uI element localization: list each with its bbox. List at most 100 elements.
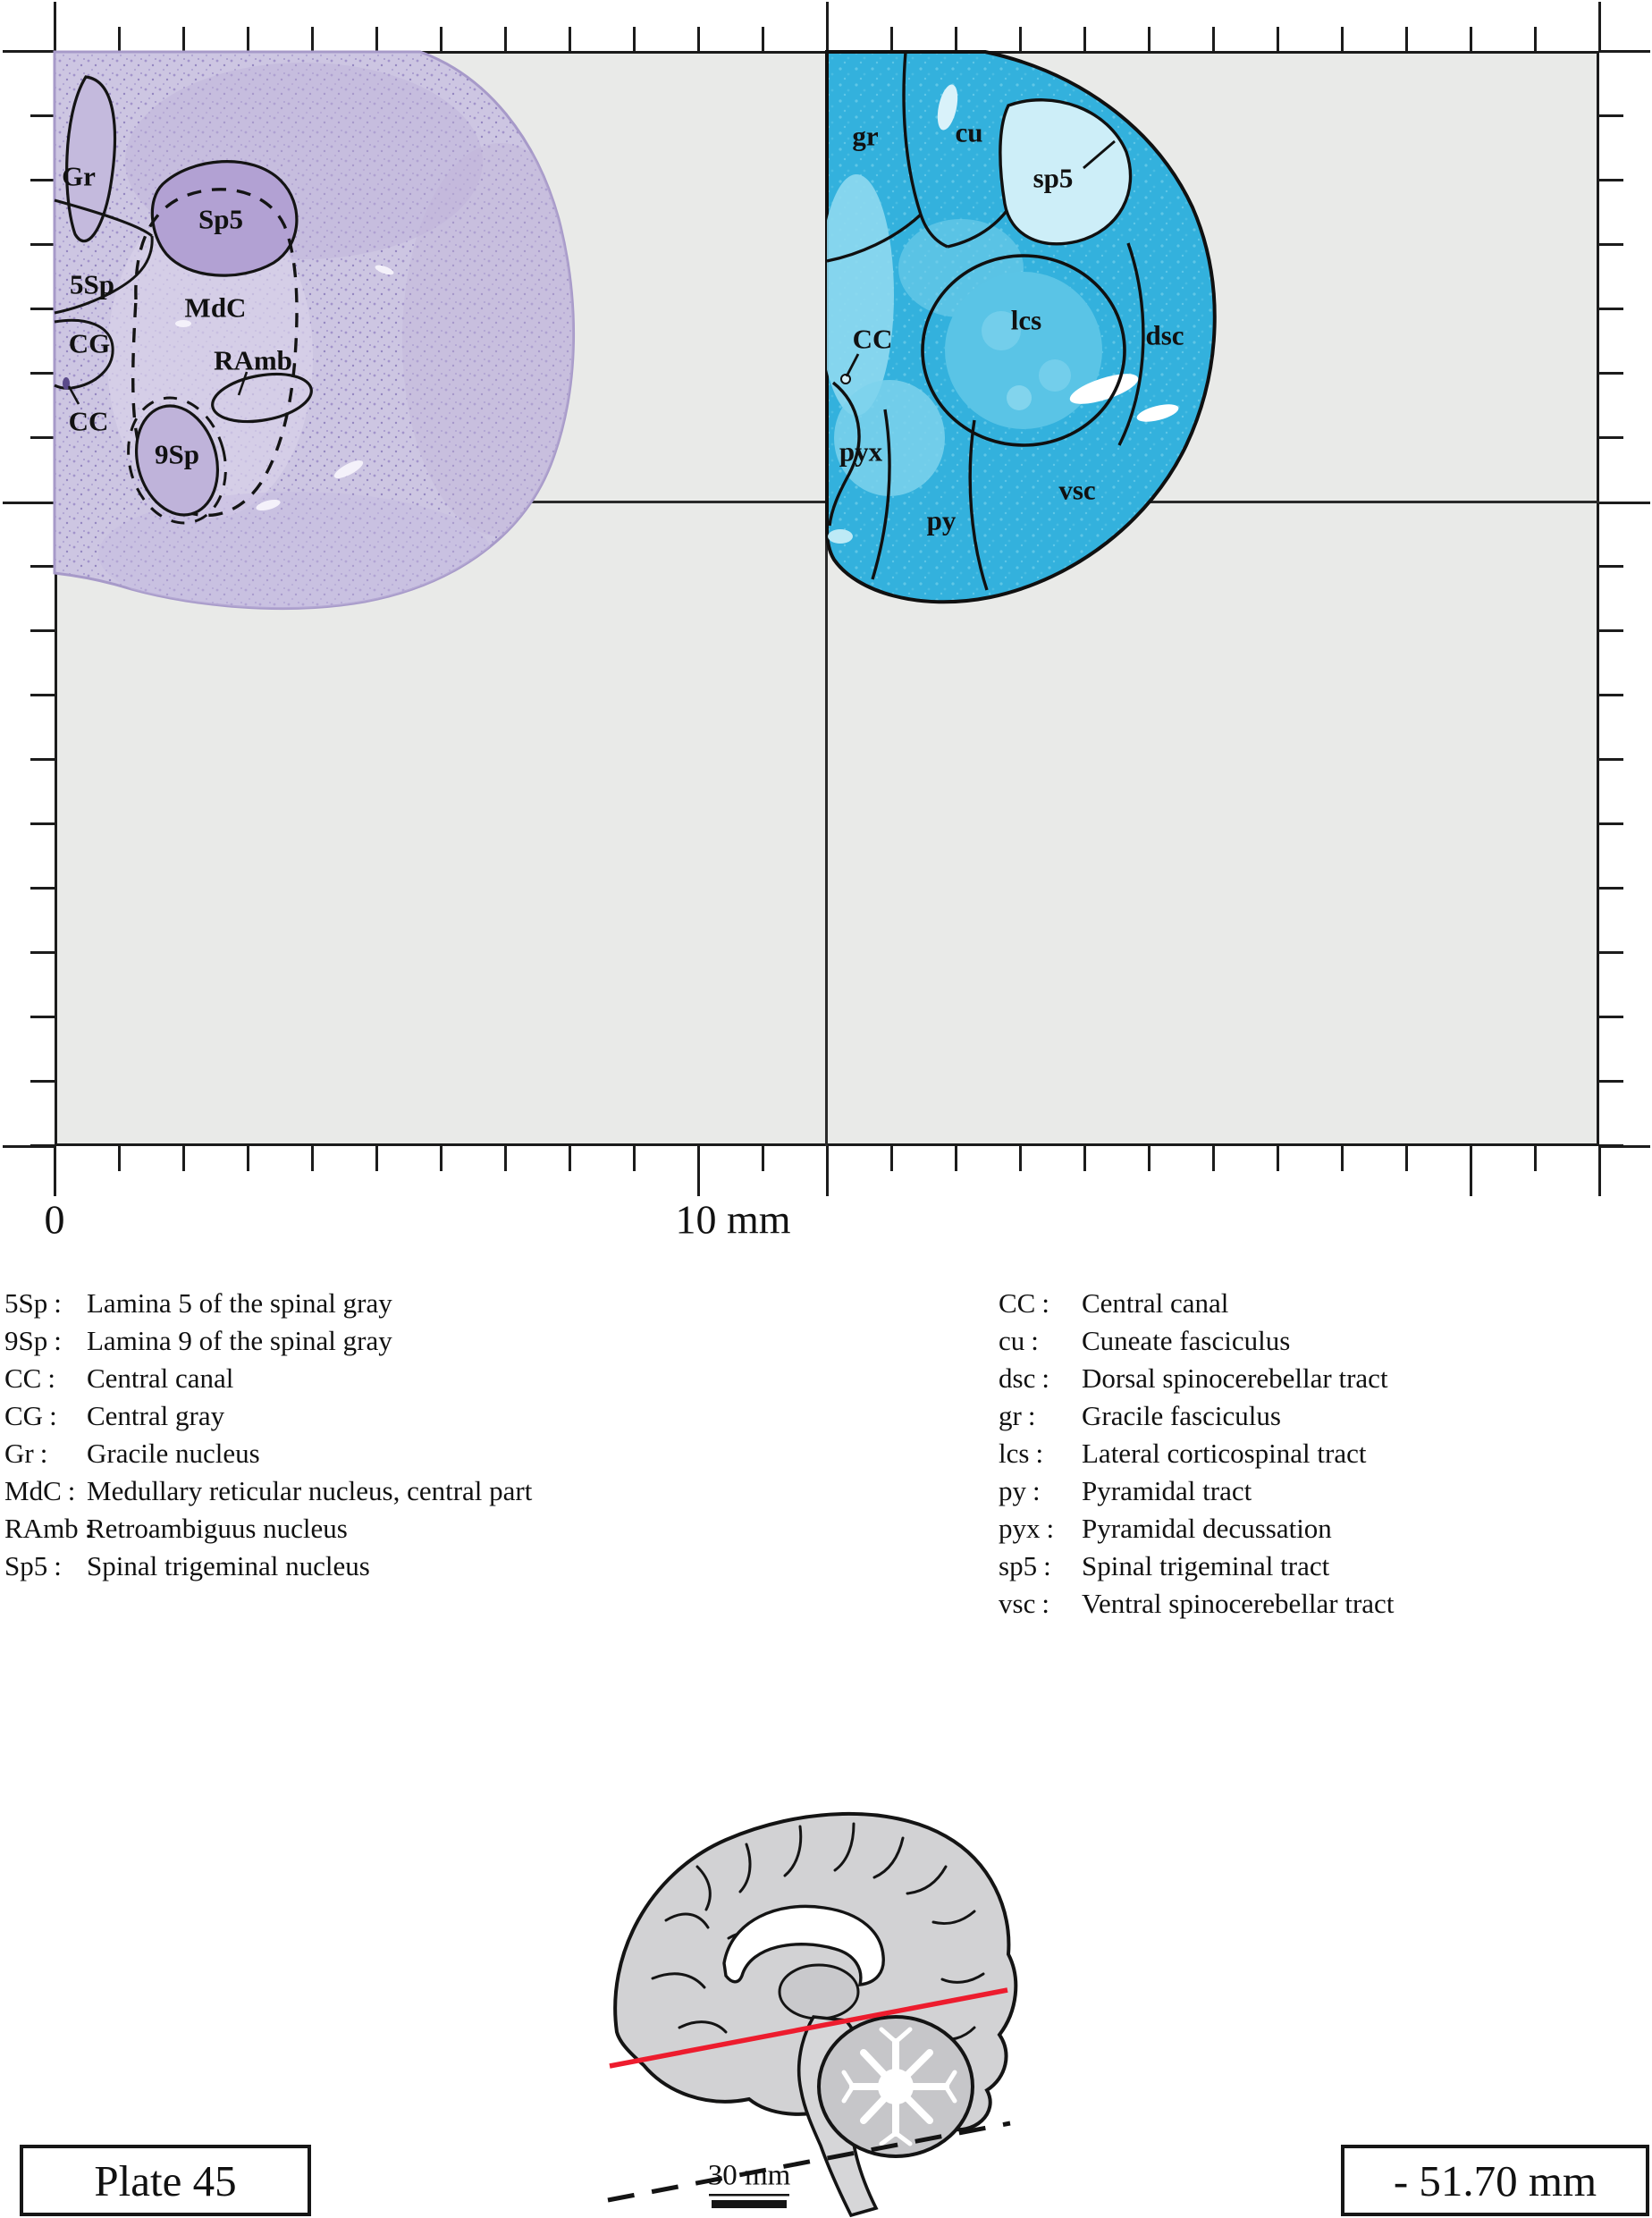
legend-row: Sp5: Spinal trigeminal nucleus — [4, 1548, 532, 1585]
legend-row: sp5: Spinal trigeminal tract — [999, 1548, 1394, 1585]
legend-desc: Dorsal spinocerebellar tract — [1082, 1362, 1388, 1394]
legend-colon: : — [49, 1400, 57, 1431]
legend-abbr: 5Sp — [4, 1287, 48, 1319]
legend-abbr: pyx — [999, 1513, 1041, 1544]
gr-cu-divider — [902, 51, 948, 249]
legend-abbr: cu — [999, 1325, 1025, 1356]
cc-leader-line — [67, 385, 80, 405]
legend-desc: Ventral spinocerebellar tract — [1082, 1588, 1395, 1619]
label-pyx: pyx — [839, 435, 883, 468]
legend-colon: : — [1032, 1475, 1041, 1506]
legend-abbr: MdC — [4, 1475, 62, 1506]
legend-right-column: CC: Central canal cu: Cuneate fasciculus dsc… — [999, 1285, 1394, 1623]
legend-abbr: dsc — [999, 1362, 1036, 1394]
label-cu: cu — [955, 116, 983, 148]
legend-desc: Lamina 9 of the spinal gray — [87, 1325, 392, 1356]
section-plane-line — [609, 1987, 1008, 2069]
sp5-nucleus-outline — [150, 160, 299, 277]
label-central-gray: CG — [68, 327, 111, 359]
label-lcs: lcs — [1010, 304, 1042, 336]
legend-colon: : — [54, 1325, 62, 1356]
py-left-border — [871, 409, 891, 580]
lcs-outline — [921, 254, 1126, 447]
central-gray-outline — [54, 318, 114, 390]
inset-scale-label: 30 mm — [707, 2159, 791, 2192]
gr-nucleus-outline — [65, 75, 117, 243]
cc-myelin-leader-line — [845, 353, 860, 377]
pyx-border — [828, 381, 861, 527]
legend-desc: Central canal — [1082, 1287, 1229, 1319]
legend-colon: : — [1046, 1513, 1055, 1544]
legend-row: vsc: Ventral spinocerebellar tract — [999, 1585, 1394, 1623]
inset-scale-bar — [712, 2200, 787, 2208]
legend-abbr: vsc — [999, 1588, 1036, 1619]
legend-desc: Spinal trigeminal nucleus — [87, 1550, 370, 1581]
legend-desc: Medullary reticular nucleus, central par… — [87, 1475, 533, 1506]
legend-row: MdC: Medullary reticular nucleus, central… — [4, 1472, 532, 1510]
legend-colon: : — [47, 1362, 55, 1394]
legend-desc: Gracile nucleus — [87, 1438, 260, 1469]
legend-row: RAmb: Retroambiguus nucleus — [4, 1510, 532, 1548]
legend-abbr: lcs — [999, 1438, 1030, 1469]
legend-desc: Central canal — [87, 1362, 234, 1394]
legend-colon: : — [1041, 1588, 1049, 1619]
arbor-vitae-twigs — [841, 2027, 957, 2146]
mdc-dashed-outline — [131, 188, 299, 518]
legend-desc: Pyramidal decussation — [1082, 1513, 1332, 1544]
label-gr-nucleus: Gr — [62, 160, 96, 192]
lamina9-dashed-outline — [127, 396, 227, 525]
legend-abbr: CG — [4, 1400, 44, 1431]
legend-row: pyx: Pyramidal decussation — [999, 1510, 1394, 1548]
legend-colon: : — [1043, 1550, 1051, 1581]
ramb-leader-line — [237, 371, 249, 396]
legend-row: lcs: Lateral corticospinal tract — [999, 1435, 1394, 1472]
lamina9-outline — [134, 404, 220, 517]
corpus-callosum — [722, 1904, 885, 1986]
legend-colon: : — [84, 1513, 93, 1544]
thalamus — [778, 1963, 860, 2020]
legend-row: gr: Gracile fasciculus — [999, 1397, 1394, 1435]
legend-desc: Retroambiguus nucleus — [87, 1513, 348, 1544]
dsc-border — [1117, 242, 1145, 446]
sp5-tract-outline — [999, 98, 1133, 246]
x-axis-ten-label: 10 mm — [675, 1196, 791, 1243]
legend-row: 9Sp: Lamina 9 of the spinal gray — [4, 1322, 532, 1360]
sections-drawing — [53, 50, 1217, 611]
legend-colon: : — [54, 1287, 62, 1319]
legend-desc: Gracile fasciculus — [1082, 1400, 1281, 1431]
myelin-section — [825, 50, 1217, 604]
legend-colon: : — [1027, 1400, 1036, 1431]
py-right-border — [968, 419, 989, 591]
arbor-vitae — [849, 2038, 949, 2137]
legend-desc: Spinal trigeminal tract — [1082, 1550, 1330, 1581]
coordinate-box: - 51.70 mm — [1341, 2145, 1649, 2216]
ramb-outline — [211, 372, 313, 424]
legend-colon: : — [1041, 1287, 1049, 1319]
legend-colon: : — [67, 1475, 76, 1506]
legend-row: dsc: Dorsal spinocerebellar tract — [999, 1360, 1394, 1397]
legend-desc: Lateral corticospinal tract — [1082, 1438, 1367, 1469]
legend-desc: Central gray — [87, 1400, 225, 1431]
legend-row: py: Pyramidal tract — [999, 1472, 1394, 1510]
label-ramb: RAmb — [214, 344, 292, 376]
legend-desc: Pyramidal tract — [1082, 1475, 1252, 1506]
legend-colon: : — [1041, 1362, 1049, 1394]
central-canal-spot — [63, 377, 70, 390]
legend-colon: : — [1031, 1325, 1039, 1356]
legend-abbr: CC — [4, 1362, 42, 1394]
legend-row: CC: Central canal — [999, 1285, 1394, 1322]
label-vsc: vsc — [1058, 474, 1096, 506]
legend-abbr: RAmb — [4, 1513, 79, 1544]
legend-left-column: 5Sp: Lamina 5 of the spinal gray 9Sp: Lamin… — [4, 1285, 532, 1585]
label-cc-myelin: CC — [852, 323, 893, 355]
legend-abbr: sp5 — [999, 1550, 1038, 1581]
legend-row: 5Sp: Lamina 5 of the spinal gray — [4, 1285, 532, 1322]
legend-desc: Cuneate fasciculus — [1082, 1325, 1291, 1356]
coordinate-text: - 51.70 mm — [1393, 2155, 1597, 2205]
label-dsc: dsc — [1145, 319, 1184, 351]
label-py: py — [926, 504, 957, 536]
baseline-dashed-line — [607, 2121, 1011, 2203]
legend-colon: : — [1035, 1438, 1044, 1469]
label-mdc: MdC — [184, 291, 247, 324]
